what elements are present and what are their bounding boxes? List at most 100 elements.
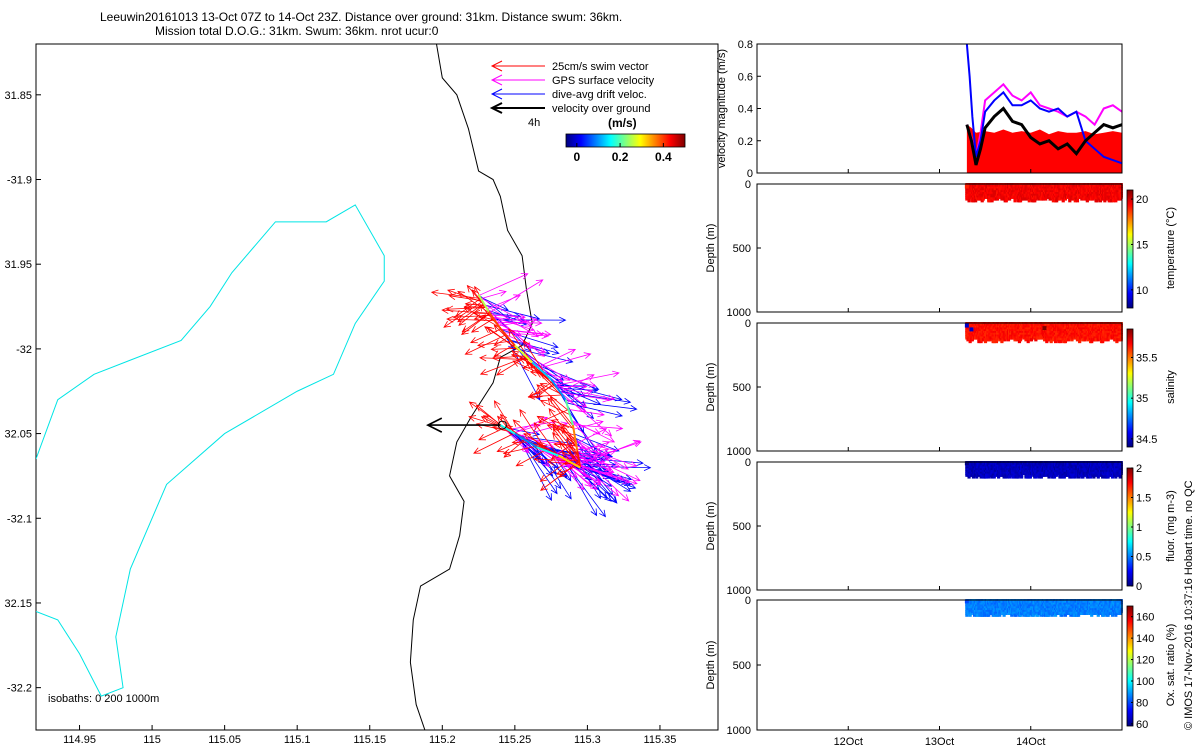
colorbar-tick-label: 10 xyxy=(1136,285,1148,297)
drift-velocity-vector xyxy=(565,400,638,412)
profile-sample xyxy=(1027,199,1031,203)
profile-sample xyxy=(1119,336,1123,340)
profile-sample xyxy=(1119,464,1123,468)
profile-sample xyxy=(1071,197,1075,201)
profile-sample xyxy=(1102,336,1106,340)
profile-sample xyxy=(998,338,1002,342)
swim-vector xyxy=(533,422,559,456)
gps-velocity-vector xyxy=(529,359,564,383)
profile-sample xyxy=(980,199,984,203)
swim-vector xyxy=(540,461,580,491)
gps-velocity-vector xyxy=(579,462,620,497)
drift-velocity-vector xyxy=(514,433,554,477)
profile-sample-outlier xyxy=(1042,326,1047,331)
legend-swatch xyxy=(490,88,545,100)
profile-sample xyxy=(1036,613,1040,617)
swim-vector xyxy=(552,432,581,468)
swim-vector xyxy=(470,328,501,344)
profile-sample xyxy=(1017,339,1022,344)
depth-ytick-label: 500 xyxy=(733,521,751,533)
depth-ylabel: Depth (m) xyxy=(705,363,717,412)
profile-sample xyxy=(983,339,988,344)
profile-sample xyxy=(1119,466,1123,470)
profile-sample xyxy=(992,473,996,477)
profile-sample xyxy=(998,611,1002,615)
swim-vector xyxy=(448,293,483,302)
ground-velocity-vector xyxy=(425,417,501,433)
isobath-200m-line xyxy=(36,204,385,697)
profile-sample xyxy=(1033,199,1037,203)
profile-sample xyxy=(974,199,978,203)
profile-sample xyxy=(994,339,999,344)
profile-sample xyxy=(1051,338,1055,342)
gps-velocity-vector xyxy=(571,420,610,462)
profile-sample xyxy=(1062,475,1066,479)
profile-sample xyxy=(1119,193,1123,197)
profile-sample xyxy=(1103,197,1107,201)
profile-sample xyxy=(1037,473,1041,477)
profile-sample xyxy=(1073,199,1077,203)
profile-sample xyxy=(1119,332,1123,336)
swim-vector xyxy=(493,337,509,346)
profile-sample-outlier xyxy=(964,461,969,466)
colorbar-tick-label: 0.2 xyxy=(612,150,629,164)
profile-sample xyxy=(1061,199,1065,203)
colorbar-tick-label: 1 xyxy=(1136,522,1142,534)
swim-vector xyxy=(534,381,553,395)
profile-sample xyxy=(1119,329,1123,333)
profile-sample xyxy=(976,611,980,615)
swim-vector xyxy=(430,289,481,299)
map-ytick-label: 32.05 xyxy=(4,429,32,441)
drift-velocity-vector xyxy=(489,312,522,320)
depth-ytick-label: 0 xyxy=(745,318,751,330)
profile-sample xyxy=(1073,475,1077,479)
profile-sample xyxy=(1119,184,1123,189)
profile-sample-outlier xyxy=(964,184,969,189)
profile-sample xyxy=(967,197,971,201)
profile-sample xyxy=(1119,334,1123,338)
profile-sample xyxy=(1078,339,1082,344)
gps-velocity-vector xyxy=(573,463,631,484)
swim-vector xyxy=(496,439,525,453)
profile-sample xyxy=(1098,199,1103,203)
profile-sample xyxy=(1057,339,1061,344)
profile-sample xyxy=(1119,471,1123,475)
map-ytick-label: 31.85 xyxy=(4,90,32,102)
depth-ylabel: Depth (m) xyxy=(705,502,717,551)
profile-sample xyxy=(1014,613,1018,617)
profile-sample xyxy=(1010,611,1014,615)
profile-sample xyxy=(1041,613,1046,617)
velocity-ytick-label: 0.6 xyxy=(738,71,753,83)
profile-sample xyxy=(1005,475,1009,479)
profile-sample xyxy=(1041,197,1046,201)
profile-sample xyxy=(1020,611,1024,615)
profile-sample xyxy=(1047,475,1051,479)
profile-sample xyxy=(1110,475,1115,479)
glider-track-segment xyxy=(499,424,516,435)
profile-sample xyxy=(966,338,970,342)
gps-velocity-vector xyxy=(576,443,605,451)
profile-sample xyxy=(982,613,986,617)
profile-sample xyxy=(977,339,981,344)
gps-velocity-vector xyxy=(491,313,526,321)
profile-sample xyxy=(984,338,989,342)
swim-vector xyxy=(515,450,546,467)
map-xtick-label: 115.2 xyxy=(429,734,456,746)
profile-sample xyxy=(1003,475,1007,479)
profile-sample xyxy=(1119,338,1123,342)
profile-sample xyxy=(1015,611,1019,615)
profile-sample xyxy=(987,613,991,617)
profile-sample xyxy=(1078,473,1082,477)
profile-sample xyxy=(1017,473,1022,477)
gps-velocity-vector xyxy=(571,421,601,435)
drift-velocity-vector xyxy=(553,382,587,409)
profile-sample xyxy=(1078,338,1082,342)
profile-sample xyxy=(1086,197,1091,201)
profile-sample xyxy=(1119,188,1123,192)
profile-sample xyxy=(1039,475,1043,479)
profile-sample xyxy=(1119,461,1123,465)
profile-sample xyxy=(1092,475,1096,479)
profile-sample xyxy=(1117,338,1121,342)
isobath-note: isobaths: 0 200 1000m xyxy=(48,693,159,705)
